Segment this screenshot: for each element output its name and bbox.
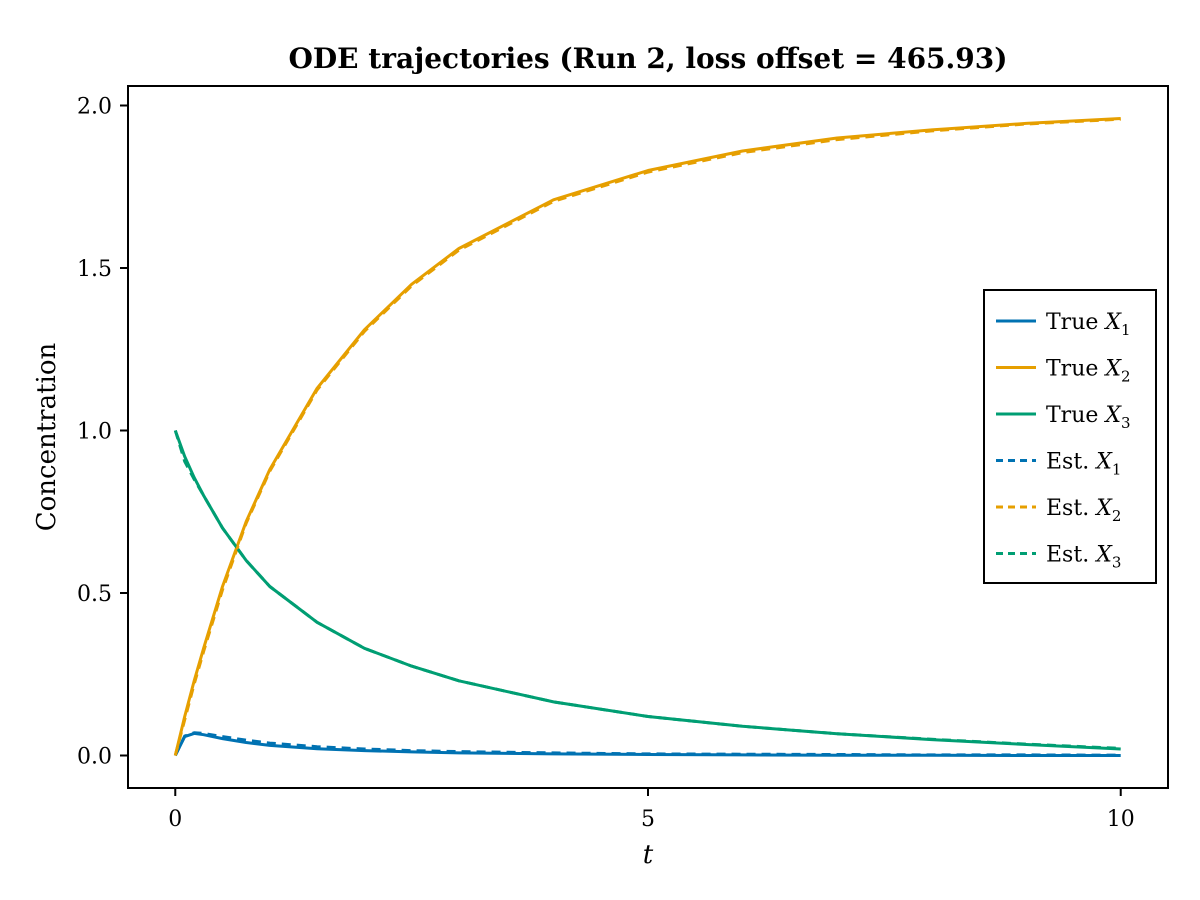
series-line-est-x1 bbox=[173, 731, 1121, 757]
legend-label: Est. X3 bbox=[1046, 543, 1121, 572]
legend-box bbox=[983, 289, 1157, 584]
legend: True X1 True X2 True X3 Est. X1 Est. X2 Est. … bbox=[983, 289, 1157, 584]
legend-label: True X1 bbox=[1046, 310, 1131, 339]
x-tick-label: 5 bbox=[641, 807, 655, 832]
legend-label: Est. X2 bbox=[1046, 496, 1121, 525]
y-axis-label: Concentration bbox=[32, 342, 62, 531]
y-tick-label: 0.0 bbox=[77, 745, 112, 770]
legend-label: Est. X1 bbox=[1046, 450, 1121, 479]
series-line-est-x2 bbox=[173, 117, 1121, 756]
x-axis-label: t bbox=[643, 840, 654, 870]
y-axis: 0.0 0.5 1.0 1.5 2.0 bbox=[77, 95, 128, 770]
y-tick-label: 1.0 bbox=[77, 420, 112, 445]
x-axis: 0 5 10 bbox=[168, 788, 1135, 832]
x-tick-label: 0 bbox=[168, 807, 182, 832]
y-tick-label: 2.0 bbox=[77, 95, 112, 120]
series-line-est-x3 bbox=[173, 430, 1121, 750]
y-tick-label: 0.5 bbox=[77, 582, 112, 607]
legend-label: True X2 bbox=[1046, 357, 1131, 386]
y-tick-label: 1.5 bbox=[77, 257, 112, 282]
plot-lines bbox=[173, 117, 1121, 757]
legend-label: True X3 bbox=[1046, 403, 1131, 432]
chart-title: ODE trajectories (Run 2, loss offset = 4… bbox=[289, 42, 1008, 75]
x-tick-label: 10 bbox=[1107, 807, 1135, 832]
